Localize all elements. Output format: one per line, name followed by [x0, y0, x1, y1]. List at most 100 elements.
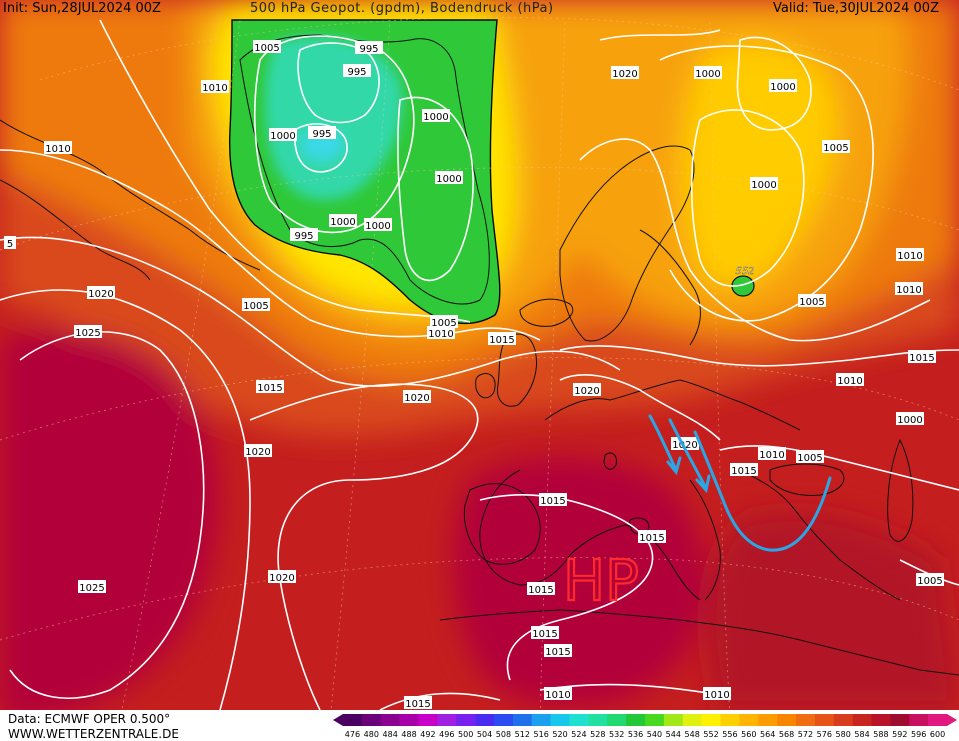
isobar-label: 1005 — [796, 450, 824, 464]
isobar-label: 5 — [4, 236, 16, 250]
isobar-label: 1020 — [671, 437, 699, 451]
scale-swatch — [739, 714, 759, 726]
data-source: Data: ECMWF OPER 0.500° — [8, 712, 171, 726]
svg-text:1000: 1000 — [365, 221, 390, 232]
coastlines — [0, 34, 959, 676]
scale-swatch — [645, 714, 665, 726]
isobar-1025-west — [9, 331, 205, 699]
svg-text:1010: 1010 — [202, 83, 227, 94]
isobar-label: 1020 — [268, 570, 296, 584]
isobar-label: 1005 — [242, 298, 270, 312]
isobar-label: 1015 — [404, 696, 432, 710]
isobar-label: 1015 — [488, 332, 516, 346]
scale-swatch — [588, 714, 608, 726]
scale-label: 536 — [628, 730, 643, 739]
scale-label: 528 — [590, 730, 605, 739]
svg-text:1015: 1015 — [532, 629, 557, 640]
map-footer: Data: ECMWF OPER 0.500° WWW.WETTERZENTRA… — [0, 710, 959, 741]
scale-swatch — [550, 714, 570, 726]
svg-text:1010: 1010 — [837, 376, 862, 387]
isobar-label: 995 — [343, 64, 371, 78]
scale-label: 504 — [477, 730, 492, 739]
trough-arrows — [648, 414, 832, 552]
coast-british-isles — [475, 333, 537, 407]
isobar-label: 1000 — [269, 128, 297, 142]
scale-swatch — [720, 714, 740, 726]
scale-label: 512 — [515, 730, 530, 739]
isobar-1000-east — [690, 109, 805, 287]
isobar-label: 1020 — [87, 286, 115, 300]
map-header: Init: Sun,28JUL2024 00Z 500 hPa Geopot. … — [0, 0, 959, 20]
valid-time: Valid: Tue,30JUL2024 00Z — [773, 1, 939, 16]
scale-label: 564 — [760, 730, 775, 739]
svg-text:1015: 1015 — [545, 647, 570, 658]
svg-text:552: 552 — [735, 266, 754, 277]
isobar-1015-europe — [559, 345, 959, 367]
isobar-1015-atlantic — [0, 236, 621, 387]
svg-text:1010: 1010 — [896, 285, 921, 296]
scale-swatch — [343, 714, 363, 726]
scale-label: 480 — [364, 730, 379, 739]
isobar-label: 1010 — [895, 282, 923, 296]
svg-text:1015: 1015 — [257, 383, 282, 394]
isobar-label: 1005 — [253, 40, 281, 54]
scale-swatch — [663, 714, 684, 726]
isobar-995-b — [294, 123, 348, 173]
svg-text:1000: 1000 — [423, 112, 448, 123]
isobar-label: 1015 — [638, 530, 666, 544]
coast-north-africa — [439, 609, 959, 676]
scale-label: 488 — [401, 730, 416, 739]
fill-red-southeast — [706, 512, 959, 710]
fill-yellow-east — [681, 42, 838, 288]
isobar-label: 1020 — [244, 444, 272, 458]
svg-text:1015: 1015 — [909, 353, 934, 364]
svg-text:1010: 1010 — [897, 251, 922, 262]
svg-text:1015: 1015 — [731, 466, 756, 477]
svg-text:1020: 1020 — [269, 573, 294, 584]
svg-text:995: 995 — [312, 129, 331, 140]
isobar-1010-atlantic — [0, 149, 541, 341]
isobar-label: 1015 — [730, 463, 758, 477]
isobar-label: 1010 — [758, 447, 786, 461]
svg-text:995: 995 — [359, 44, 378, 55]
svg-text:1015: 1015 — [528, 585, 553, 596]
scale-swatch — [777, 714, 797, 726]
svg-text:1005: 1005 — [431, 318, 456, 329]
isobar-label: 1000 — [750, 177, 778, 191]
scale-swatch — [928, 714, 948, 726]
svg-text:1020: 1020 — [245, 447, 270, 458]
svg-text:1010: 1010 — [428, 329, 453, 340]
isobar-label: 1005 — [798, 294, 826, 308]
isobar-1010-east-med — [719, 445, 959, 491]
scale-swatch — [531, 714, 551, 726]
scale-label: 524 — [571, 730, 586, 739]
scale-label: 552 — [703, 730, 718, 739]
isobar-labels: 1005 995 1010 995 1000 995 1000 1000 100… — [4, 40, 944, 710]
isobar-1010-east — [579, 29, 931, 342]
scale-label: 484 — [383, 730, 398, 739]
isobar-label: 1005 — [430, 315, 458, 329]
trough-arrow-1 — [648, 414, 678, 472]
trough-arrow-1-head — [666, 456, 682, 476]
svg-text:995: 995 — [347, 67, 366, 78]
isobar-1015-south — [379, 692, 501, 711]
svg-text:1020: 1020 — [612, 69, 637, 80]
scale-label: 540 — [647, 730, 662, 739]
map-title: 500 hPa Geopot. (gpdm), Bodendruck (hPa) — [250, 1, 554, 16]
trough-arrow-2 — [668, 418, 708, 490]
svg-text:1010: 1010 — [759, 450, 784, 461]
coast-caspian — [887, 438, 914, 542]
isobar-label: 552 — [735, 266, 754, 277]
scale-label: 560 — [741, 730, 756, 739]
svg-text:1000: 1000 — [270, 131, 295, 142]
scale-arrow-high — [947, 714, 957, 726]
scale-swatch — [758, 714, 778, 726]
isobar-label: 1000 — [769, 79, 797, 93]
svg-text:1020: 1020 — [404, 393, 429, 404]
scale-label: 496 — [439, 730, 454, 739]
svg-text:1020: 1020 — [672, 440, 697, 451]
scale-label: 580 — [836, 730, 851, 739]
coast-scandinavia — [559, 145, 701, 346]
svg-text:1010: 1010 — [545, 690, 570, 701]
